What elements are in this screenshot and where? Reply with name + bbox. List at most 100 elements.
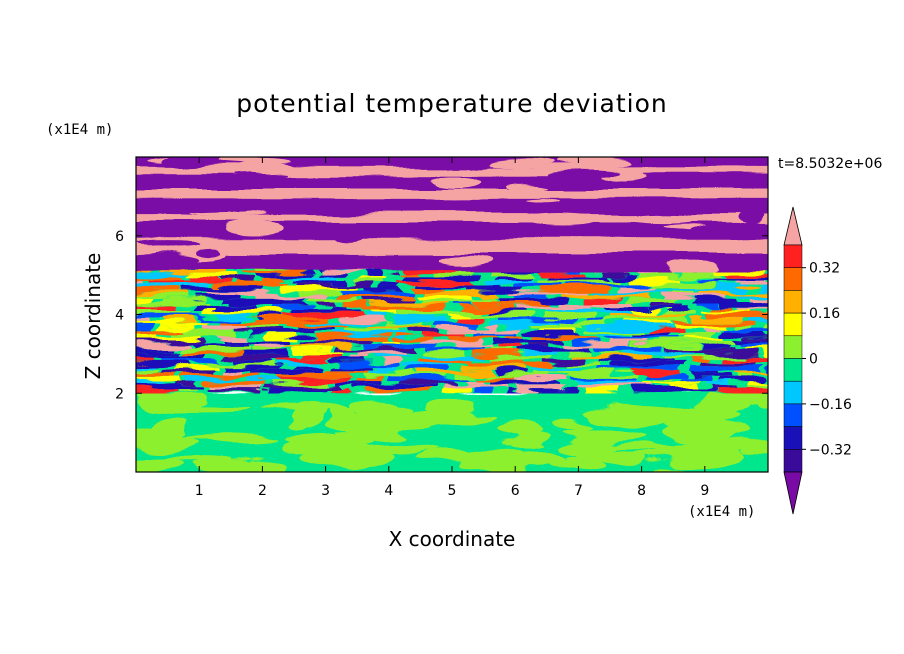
middle-layer-cell bbox=[586, 317, 604, 322]
middle-layer-cell bbox=[387, 377, 470, 382]
middle-layer-cell bbox=[505, 324, 525, 329]
lower-layer-patch bbox=[284, 439, 371, 457]
middle-layer-cell bbox=[263, 276, 285, 281]
middle-layer-cell bbox=[136, 313, 202, 318]
lower-layer-patch bbox=[562, 429, 649, 443]
middle-layer-cell bbox=[330, 366, 372, 370]
middle-layer-cell bbox=[136, 306, 177, 310]
middle-layer-cell bbox=[638, 272, 672, 277]
middle-layer-cell bbox=[650, 328, 685, 333]
middle-layer-cell bbox=[697, 280, 716, 284]
middle-layer-cell bbox=[411, 287, 445, 292]
middle-layer-cell bbox=[605, 339, 647, 344]
middle-layer-cell bbox=[610, 362, 682, 367]
middle-layer-cell bbox=[515, 306, 592, 310]
middle-layer-cell bbox=[422, 354, 486, 359]
middle-layer-cell bbox=[279, 377, 348, 382]
lower-layer-patch bbox=[410, 409, 456, 420]
upper-layer-patch bbox=[136, 240, 199, 247]
middle-layer-cell bbox=[329, 306, 346, 310]
middle-layer-cell bbox=[312, 321, 368, 325]
colorbar-label: −0.16 bbox=[809, 397, 852, 413]
upper-layer-patch bbox=[317, 224, 356, 234]
middle-layer-cell bbox=[354, 384, 435, 389]
middle-layer-cell bbox=[197, 317, 242, 322]
middle-layer-cell bbox=[339, 291, 413, 296]
colorbar-box bbox=[783, 380, 803, 405]
upper-layer-patch bbox=[225, 199, 264, 212]
middle-layer-cell bbox=[695, 298, 737, 303]
middle-layer-cell bbox=[678, 272, 719, 277]
lower-layer-patch bbox=[562, 440, 625, 453]
middle-layer-cell bbox=[489, 347, 514, 352]
middle-layer-cell bbox=[375, 366, 398, 370]
middle-layer-cell bbox=[638, 276, 678, 281]
middle-layer-cell bbox=[339, 362, 400, 367]
middle-layer-cell bbox=[285, 313, 364, 318]
middle-layer-cell bbox=[136, 287, 182, 292]
middle-layer-cell bbox=[422, 332, 466, 337]
middle-layer-cell bbox=[528, 366, 579, 370]
upper-layer-patch bbox=[188, 210, 269, 215]
middle-layer-cell bbox=[333, 332, 406, 337]
middle-layer-cell bbox=[595, 366, 678, 370]
middle-layer-cell bbox=[735, 324, 752, 329]
x-tick-label: 2 bbox=[258, 483, 267, 499]
lower-layer-patch bbox=[566, 450, 644, 466]
middle-layer-cell bbox=[681, 332, 713, 337]
middle-layer-cell bbox=[653, 377, 671, 382]
middle-layer-cell bbox=[136, 351, 182, 355]
middle-layer-cell bbox=[643, 373, 684, 378]
y-unit-label: (x1E4 m) bbox=[46, 122, 113, 138]
middle-layer-cell bbox=[136, 328, 184, 333]
y-axis-label: Z coordinate bbox=[81, 253, 105, 380]
middle-layer-cell bbox=[136, 358, 158, 363]
middle-layer-cell bbox=[660, 339, 733, 344]
lower-layer-patch bbox=[305, 452, 335, 464]
middle-layer-cell bbox=[203, 381, 263, 385]
middle-layer-cell bbox=[561, 343, 627, 348]
middle-layer-cell bbox=[341, 317, 383, 322]
middle-layer-cell bbox=[716, 388, 768, 393]
middle-layer-cell bbox=[384, 358, 401, 363]
x-tick-label: 4 bbox=[384, 483, 393, 499]
upper-layer-patch bbox=[590, 227, 627, 239]
middle-layer-cell bbox=[491, 358, 524, 363]
upper-layer-patch bbox=[223, 221, 284, 236]
middle-layer-cell bbox=[249, 332, 316, 337]
middle-layer-cell bbox=[254, 317, 330, 322]
middle-layer-cell bbox=[376, 354, 411, 359]
middle-layer-cell bbox=[258, 313, 285, 318]
middle-layer-cell bbox=[136, 321, 209, 325]
middle-layer-cell bbox=[324, 369, 367, 374]
middle-layer-cell bbox=[274, 362, 321, 367]
middle-layer-cell bbox=[531, 369, 614, 374]
middle-layer-cell bbox=[496, 276, 530, 281]
lower-layer-patch bbox=[673, 440, 716, 449]
middle-layer-cell bbox=[247, 377, 280, 382]
x-tick-label: 1 bbox=[195, 483, 204, 499]
middle-layer-cell bbox=[210, 384, 260, 389]
middle-layer-cell bbox=[567, 373, 635, 378]
middle-layer-cell bbox=[136, 366, 153, 370]
middle-layer-cell bbox=[136, 347, 174, 352]
middle-layer-cell bbox=[136, 317, 150, 322]
middle-layer-cell bbox=[628, 343, 702, 348]
middle-layer-cell bbox=[241, 351, 288, 355]
middle-layer-cell bbox=[766, 324, 768, 329]
lower-layer-patch bbox=[503, 447, 567, 470]
middle-layer-cell bbox=[336, 295, 413, 299]
middle-layer-cell bbox=[544, 313, 594, 318]
middle-layer-cell bbox=[572, 377, 635, 382]
middle-layer-cell bbox=[591, 291, 668, 296]
lower-layer-patch bbox=[505, 424, 533, 433]
middle-layer-cell bbox=[136, 283, 208, 288]
lower-layer-patch bbox=[298, 406, 324, 424]
colorbar-box bbox=[783, 403, 803, 427]
middle-layer-cell bbox=[748, 317, 768, 322]
middle-layer-cell bbox=[453, 302, 474, 307]
colorbar-box bbox=[783, 426, 803, 450]
middle-layer-cell bbox=[489, 354, 551, 359]
colorbar: 0.32 0.16 0 −0.16 −0.32 bbox=[783, 206, 852, 515]
middle-layer-cell bbox=[705, 313, 768, 318]
